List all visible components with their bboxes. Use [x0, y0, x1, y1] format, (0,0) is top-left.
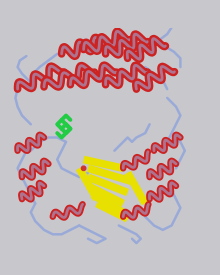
Circle shape	[81, 166, 86, 170]
